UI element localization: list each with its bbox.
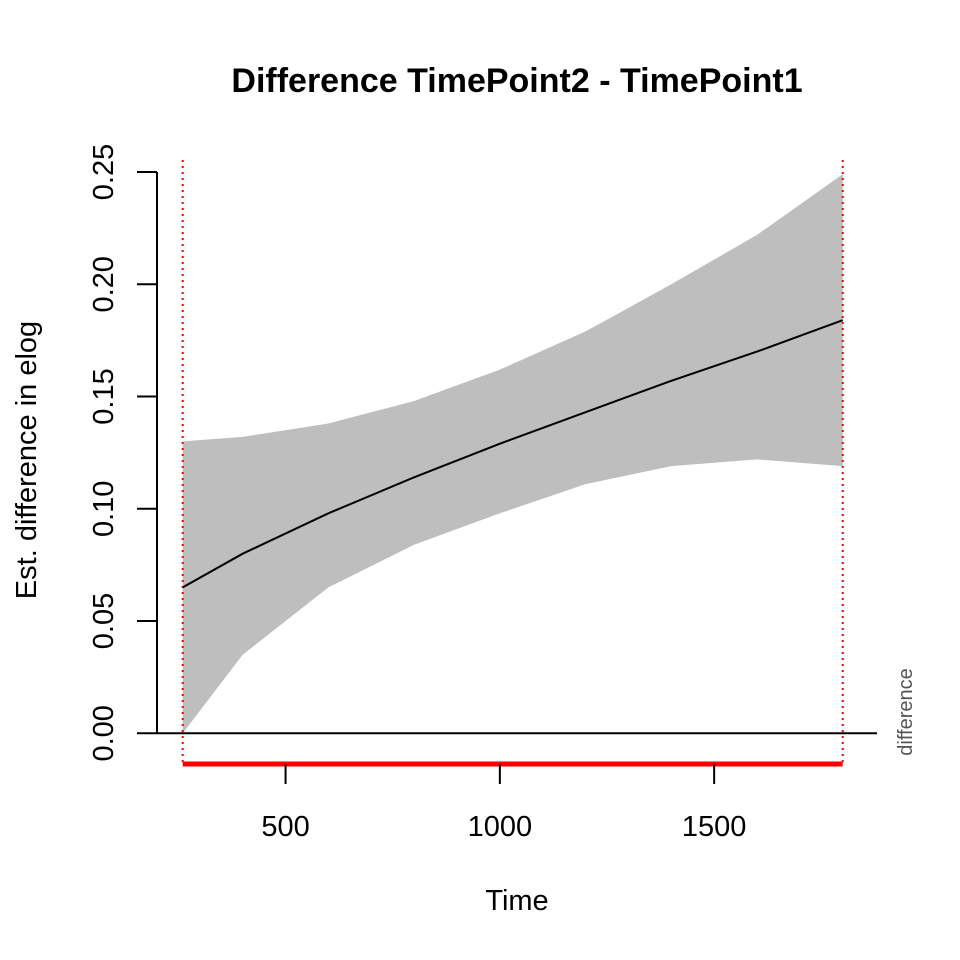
chart-title: Difference TimePoint2 - TimePoint1 bbox=[231, 62, 802, 100]
y-tick-label: 0.05 bbox=[88, 593, 120, 649]
y-tick-label: 0.00 bbox=[88, 705, 120, 761]
y-tick-label: 0.25 bbox=[88, 144, 120, 200]
confidence-band bbox=[182, 174, 843, 734]
significance-layer bbox=[181, 160, 844, 767]
x-axis-label: Time bbox=[485, 885, 548, 917]
y-tick-label: 0.15 bbox=[88, 368, 120, 424]
y-tick-label: 0.20 bbox=[88, 256, 120, 312]
difference-side-label: difference bbox=[895, 668, 917, 755]
x-tick-label: 1500 bbox=[682, 811, 747, 843]
y-tick-label: 0.10 bbox=[88, 481, 120, 537]
series-layer bbox=[182, 319, 844, 589]
axes: 0.00 0.05 0.10 0.15 0.20 0.25 500 1000 1500 bbox=[88, 144, 877, 843]
confidence-band-layer bbox=[182, 174, 843, 734]
y-axis-label: Est. difference in elog bbox=[11, 321, 43, 599]
series-line-0 bbox=[182, 319, 844, 589]
x-tick-label: 500 bbox=[261, 811, 309, 843]
x-tick-label: 1000 bbox=[468, 811, 533, 843]
